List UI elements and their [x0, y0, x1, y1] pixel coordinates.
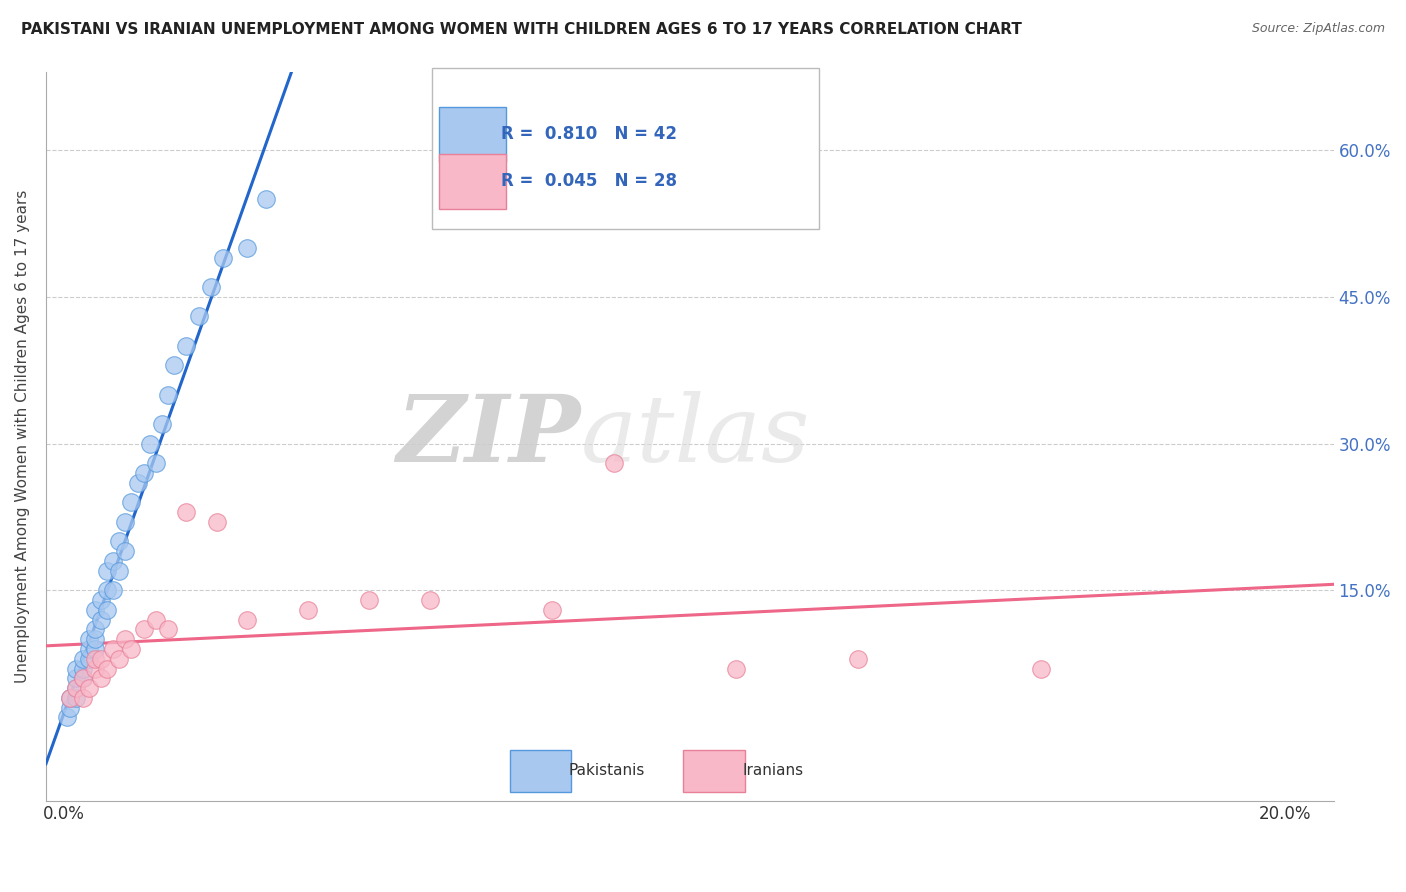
Point — [77, 642, 100, 657]
Point — [96, 662, 118, 676]
Point — [56, 710, 79, 724]
Point — [200, 280, 222, 294]
Point — [1029, 662, 1052, 676]
Point — [419, 593, 441, 607]
Point — [83, 642, 105, 657]
Point — [205, 515, 228, 529]
Point — [77, 681, 100, 695]
Point — [359, 593, 381, 607]
Point — [65, 681, 87, 695]
Text: ZIP: ZIP — [396, 392, 581, 482]
Point — [108, 534, 131, 549]
Point — [150, 417, 173, 431]
FancyBboxPatch shape — [439, 107, 506, 161]
Text: R =  0.810   N = 42: R = 0.810 N = 42 — [501, 125, 676, 143]
Point — [72, 671, 94, 685]
Point — [212, 251, 235, 265]
Text: atlas: atlas — [581, 392, 810, 482]
Point — [602, 456, 624, 470]
Point — [145, 613, 167, 627]
FancyBboxPatch shape — [683, 749, 745, 792]
Point — [132, 623, 155, 637]
Point — [72, 690, 94, 705]
Point — [90, 613, 112, 627]
Point — [138, 436, 160, 450]
Point — [96, 583, 118, 598]
Point — [157, 388, 180, 402]
Point — [114, 544, 136, 558]
Point — [90, 671, 112, 685]
Point — [176, 505, 198, 519]
Point — [83, 632, 105, 647]
Point — [72, 671, 94, 685]
Point — [724, 662, 747, 676]
Point — [59, 690, 82, 705]
Text: Source: ZipAtlas.com: Source: ZipAtlas.com — [1251, 22, 1385, 36]
Point — [83, 662, 105, 676]
FancyBboxPatch shape — [509, 749, 571, 792]
Text: R =  0.045   N = 28: R = 0.045 N = 28 — [501, 172, 676, 190]
Point — [77, 652, 100, 666]
Point — [96, 564, 118, 578]
Point — [90, 652, 112, 666]
Point — [236, 613, 259, 627]
Point — [101, 554, 124, 568]
Text: Pakistanis: Pakistanis — [569, 764, 645, 778]
Point — [132, 466, 155, 480]
Point — [59, 700, 82, 714]
Point — [65, 681, 87, 695]
Point — [114, 515, 136, 529]
Point — [83, 603, 105, 617]
Point — [176, 339, 198, 353]
Point — [65, 690, 87, 705]
Point — [236, 241, 259, 255]
Point — [59, 690, 82, 705]
Point — [157, 623, 180, 637]
Point — [145, 456, 167, 470]
Point — [90, 593, 112, 607]
Point — [83, 652, 105, 666]
Text: PAKISTANI VS IRANIAN UNEMPLOYMENT AMONG WOMEN WITH CHILDREN AGES 6 TO 17 YEARS C: PAKISTANI VS IRANIAN UNEMPLOYMENT AMONG … — [21, 22, 1022, 37]
Point — [541, 603, 564, 617]
Point — [127, 475, 149, 490]
Point — [120, 495, 142, 509]
Point — [83, 623, 105, 637]
Point — [101, 583, 124, 598]
Point — [96, 603, 118, 617]
Point — [77, 632, 100, 647]
Point — [163, 359, 186, 373]
Point — [297, 603, 319, 617]
Point — [846, 652, 869, 666]
Point — [65, 662, 87, 676]
FancyBboxPatch shape — [439, 154, 506, 209]
Y-axis label: Unemployment Among Women with Children Ages 6 to 17 years: Unemployment Among Women with Children A… — [15, 190, 30, 683]
Point — [114, 632, 136, 647]
Point — [101, 642, 124, 657]
Point — [72, 652, 94, 666]
Point — [120, 642, 142, 657]
Point — [65, 671, 87, 685]
Point — [254, 192, 277, 206]
Point — [72, 662, 94, 676]
Point — [108, 652, 131, 666]
Text: Iranians: Iranians — [742, 764, 804, 778]
Point — [108, 564, 131, 578]
FancyBboxPatch shape — [432, 69, 818, 228]
Point — [187, 310, 209, 324]
